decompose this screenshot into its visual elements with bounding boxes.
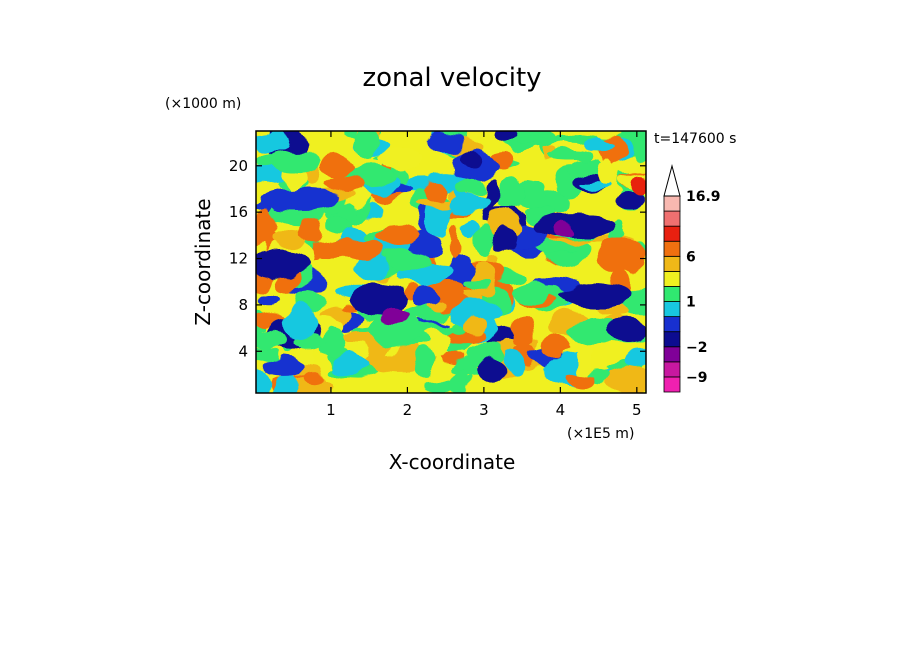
y-axis-multiplier: (×1000 m) bbox=[165, 96, 241, 112]
colorbar-label: 1 bbox=[686, 295, 696, 311]
colorbar-label: 16.9 bbox=[686, 189, 721, 205]
colorbar-swatch bbox=[663, 240, 681, 257]
colorbar-swatch bbox=[663, 316, 681, 333]
x-tick-label: 4 bbox=[556, 401, 566, 419]
y-axis-label: Z-coordinate bbox=[191, 198, 215, 325]
colorbar-swatch bbox=[663, 225, 681, 242]
x-tick-label: 1 bbox=[326, 401, 336, 419]
x-axis: 1 2 3 4 5 bbox=[326, 131, 642, 419]
colorbar-extend-arrow bbox=[663, 164, 681, 197]
time-label: t=147600 s bbox=[654, 131, 736, 147]
colorbar-label: −9 bbox=[686, 370, 707, 386]
contour-field bbox=[256, 131, 646, 393]
colorbar-label: −2 bbox=[686, 340, 707, 356]
colorbar-swatch bbox=[663, 210, 681, 227]
y-tick-label: 20 bbox=[229, 157, 248, 175]
y-tick-label: 8 bbox=[238, 296, 248, 314]
colorbar-swatch bbox=[663, 195, 681, 212]
colorbar-swatch bbox=[663, 301, 681, 318]
y-tick-label: 4 bbox=[238, 342, 248, 360]
y-tick-label: 12 bbox=[229, 250, 248, 268]
plot-frame bbox=[255, 130, 647, 394]
x-tick-label: 3 bbox=[479, 401, 489, 419]
colorbar-swatch bbox=[663, 255, 681, 272]
x-tick-label: 2 bbox=[403, 401, 413, 419]
colorbar-swatch bbox=[663, 331, 681, 348]
colorbar-swatch bbox=[663, 346, 681, 363]
colorbar-swatch bbox=[663, 376, 681, 393]
y-axis: 4 8 12 16 20 bbox=[229, 157, 646, 360]
colorbar-label: 6 bbox=[686, 249, 696, 265]
colorbar-swatch bbox=[663, 270, 681, 287]
x-tick-label: 5 bbox=[632, 401, 642, 419]
y-tick-label: 16 bbox=[229, 203, 248, 221]
colorbar: 16.9 6 1 −2 −9 bbox=[663, 164, 721, 393]
chart-title: zonal velocity bbox=[362, 63, 541, 93]
x-axis-label: X-coordinate bbox=[389, 450, 516, 474]
x-axis-multiplier: (×1E5 m) bbox=[567, 426, 634, 442]
colorbar-swatch bbox=[663, 286, 681, 302]
colorbar-swatch bbox=[663, 361, 681, 378]
